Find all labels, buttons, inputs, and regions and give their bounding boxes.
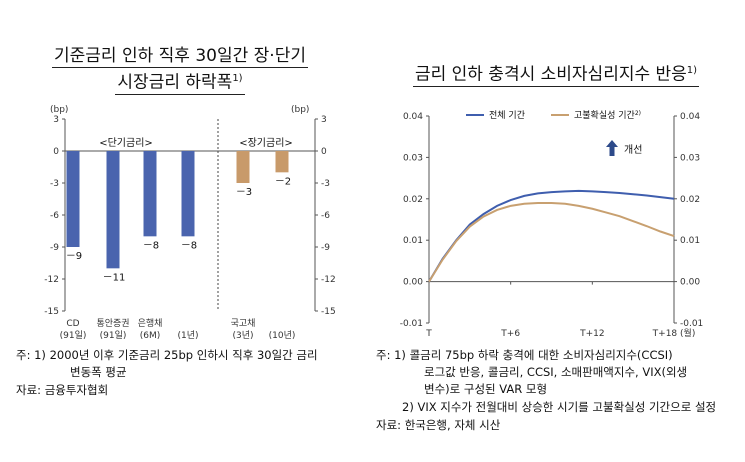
category-label-1: 통안증권 (96, 317, 129, 329)
category-label-4: 국고채 (231, 318, 256, 329)
x-tick-label-2: T+12 (579, 329, 605, 339)
left-bar-chart: (bp) (bp) 3 3 0 0 -3 -3 -6 -6 -9 -9 -12 -12 -15 -15 <단… (44, 105, 336, 341)
category-label-2: 은행채 (138, 317, 163, 329)
left-note1-line1: 주: 1) 2000년 이후 기준금리 25bp 인하시 직후 30일간 금리 (16, 348, 318, 362)
category-sublabel-0: (91일) (60, 330, 87, 341)
series-line-1 (428, 201, 675, 283)
y-tick-label-right: -0.01 (680, 319, 703, 329)
left-source: 자료: 금융투자협회 (16, 383, 109, 397)
bar-1 (106, 151, 120, 269)
right-source: 자료: 한국은행, 자체 시산 (376, 418, 501, 432)
bar-0 (66, 151, 80, 247)
y-tick-label-right: 0.02 (680, 195, 700, 205)
legend-label-1: 고불확실성 기간2) (574, 109, 641, 121)
right-title-sup: 1) (686, 65, 698, 76)
y-tick-label-left: 3 (53, 115, 59, 125)
series-line-0 (428, 189, 675, 283)
group-label-short: <단기금리> (99, 137, 153, 149)
left-unit-left: (bp) (50, 105, 68, 115)
y-tick-label-right: -9 (321, 243, 330, 253)
left-unit-right: (bp) (291, 105, 309, 115)
bar-5 (275, 151, 289, 173)
category-sublabel-5: (10년) (269, 330, 296, 341)
legend-label-0: 전체 기간 (489, 110, 525, 121)
bar-value-label-0: －9 (66, 251, 82, 262)
category-sublabel-2: (6M) (140, 331, 161, 341)
y-tick-label-left: -12 (44, 275, 59, 285)
right-note2: 2) VIX 지수가 전월대비 상승한 시기를 고불확실성 기간으로 설정 (402, 400, 717, 414)
bar-value-label-4: －3 (236, 187, 252, 198)
y-tick-label-left: 0 (53, 147, 59, 157)
category-sublabel-4: (3년) (232, 330, 253, 341)
category-sublabel-3: (1년) (177, 330, 198, 341)
x-tick-label-3: T+18 (월) (652, 327, 696, 339)
y-tick-label-left: 0.02 (403, 195, 423, 205)
left-title-line1: 기준금리 인하 직후 30일간 장·단기 (52, 46, 308, 68)
left-title-sup: 1) (232, 73, 243, 84)
y-tick-label-left: 0.03 (403, 153, 423, 163)
y-tick-label-right: -15 (321, 307, 336, 317)
y-tick-label-left: -0.01 (400, 319, 423, 329)
category-label-0: CD (66, 319, 79, 329)
bar-value-label-1: －11 (103, 272, 126, 283)
y-tick-label-right: 0.03 (680, 153, 700, 163)
y-tick-label-left: 0.01 (403, 236, 423, 246)
right-line-chart: 0.04 0.04 0.03 0.03 0.02 0.02 0.01 0.01 0.00 0.00… (400, 109, 704, 339)
bar-4 (236, 151, 250, 183)
legend-label-sup-1: 2) (635, 110, 641, 117)
y-tick-label-right: -12 (321, 275, 336, 285)
left-title-line2: 시장금리 하락폭 (117, 72, 233, 93)
y-tick-label-right: 0.00 (680, 278, 700, 288)
x-tick-label-1: T+6 (500, 329, 520, 339)
bar-2 (143, 151, 157, 237)
y-tick-label-right: -6 (321, 211, 330, 221)
bar-value-label-3: －8 (181, 240, 197, 251)
category-sublabel-1: (91일) (100, 330, 127, 341)
y-tick-label-left: -3 (50, 179, 59, 189)
y-tick-label-right: 3 (321, 115, 327, 125)
y-tick-label-left: -6 (50, 211, 59, 221)
improve-arrow-icon (606, 140, 618, 156)
group-label-long: <장기금리> (239, 137, 293, 149)
left-chart-title: 기준금리 인하 직후 30일간 장·단기 시장금리 하락폭1) (15, 45, 345, 95)
y-tick-label-left: -9 (50, 243, 59, 253)
bar-value-label-5: －2 (275, 176, 291, 187)
y-tick-label-right: -3 (321, 179, 330, 189)
x-tick-label-0: T (425, 329, 432, 339)
y-tick-label-right: 0.04 (680, 112, 700, 122)
y-tick-label-left: 0.04 (403, 112, 423, 122)
right-title-text: 금리 인하 충격시 소비자심리지수 반응 (414, 64, 687, 85)
y-tick-label-right: 0 (321, 147, 327, 157)
left-note1-line2: 변동폭 평균 (70, 365, 127, 379)
bar-3 (181, 151, 195, 237)
y-tick-label-right: 0.01 (680, 236, 700, 246)
right-note1-line2: 로그값 반응, 콜금리, CCSI, 소매판매액지수, VIX(외생 (424, 365, 688, 379)
y-tick-label-left: 0.00 (403, 278, 423, 288)
bar-value-label-2: －8 (143, 240, 159, 251)
right-note1-line3: 변수)로 구성된 VAR 모형 (424, 382, 548, 396)
right-chart-title: 금리 인하 충격시 소비자심리지수 반응1) (376, 60, 736, 87)
y-tick-label-left: -15 (44, 307, 59, 317)
right-note1-line1: 주: 1) 콜금리 75bp 하락 충격에 대한 소비자심리지수(CCSI) (376, 348, 673, 362)
annotation-label: 개선 (624, 144, 642, 156)
